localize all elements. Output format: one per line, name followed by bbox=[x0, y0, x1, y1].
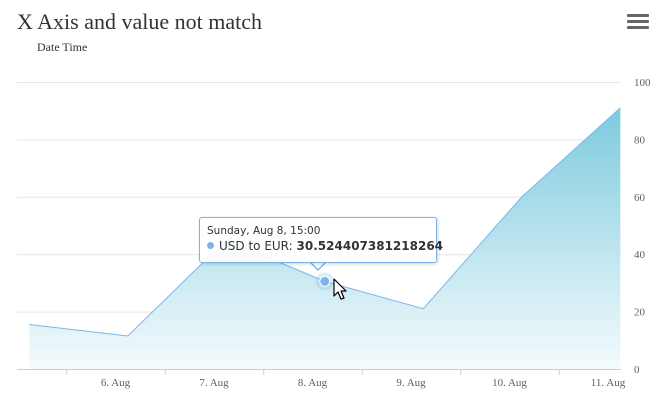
y-tick-label: 40 bbox=[634, 249, 646, 261]
menu-bar bbox=[627, 20, 649, 23]
chart-title: X Axis and value not match bbox=[17, 9, 263, 34]
x-tick-label: 11. Aug bbox=[591, 377, 626, 389]
y-tick-label: 100 bbox=[634, 77, 651, 89]
x-tick-label: 6. Aug bbox=[101, 377, 131, 389]
tooltip-series-name: USD to EUR: bbox=[219, 239, 293, 253]
y-tick-label: 20 bbox=[634, 307, 646, 319]
y-tick-label: 60 bbox=[634, 192, 646, 204]
chart-subtitle: Date Time bbox=[37, 40, 88, 54]
x-tick-label: 9. Aug bbox=[396, 377, 426, 389]
menu-bar bbox=[627, 14, 649, 17]
x-tick-label: 8. Aug bbox=[298, 377, 328, 389]
hover-point bbox=[319, 275, 331, 287]
series-area-fill bbox=[29, 107, 621, 369]
tooltip-row: USD to EUR: 30.524407381218264 bbox=[207, 239, 443, 253]
menu-bar bbox=[627, 26, 649, 29]
y-tick-label: 0 bbox=[634, 364, 640, 376]
tooltip-arrow-fill bbox=[310, 261, 326, 269]
mouse-cursor-icon bbox=[333, 278, 347, 300]
tooltip: Sunday, Aug 8, 15:00 USD to EUR: 30.5244… bbox=[199, 217, 443, 263]
x-tick-label: 10. Aug bbox=[492, 377, 527, 389]
tooltip-date: Sunday, Aug 8, 15:00 bbox=[207, 225, 321, 237]
x-tick-label: 7. Aug bbox=[199, 377, 229, 389]
hamburger-menu-icon[interactable] bbox=[627, 14, 649, 34]
tooltip-value: 30.524407381218264 bbox=[296, 239, 444, 253]
series-dot-icon bbox=[207, 242, 214, 249]
y-tick-label: 80 bbox=[634, 134, 646, 146]
